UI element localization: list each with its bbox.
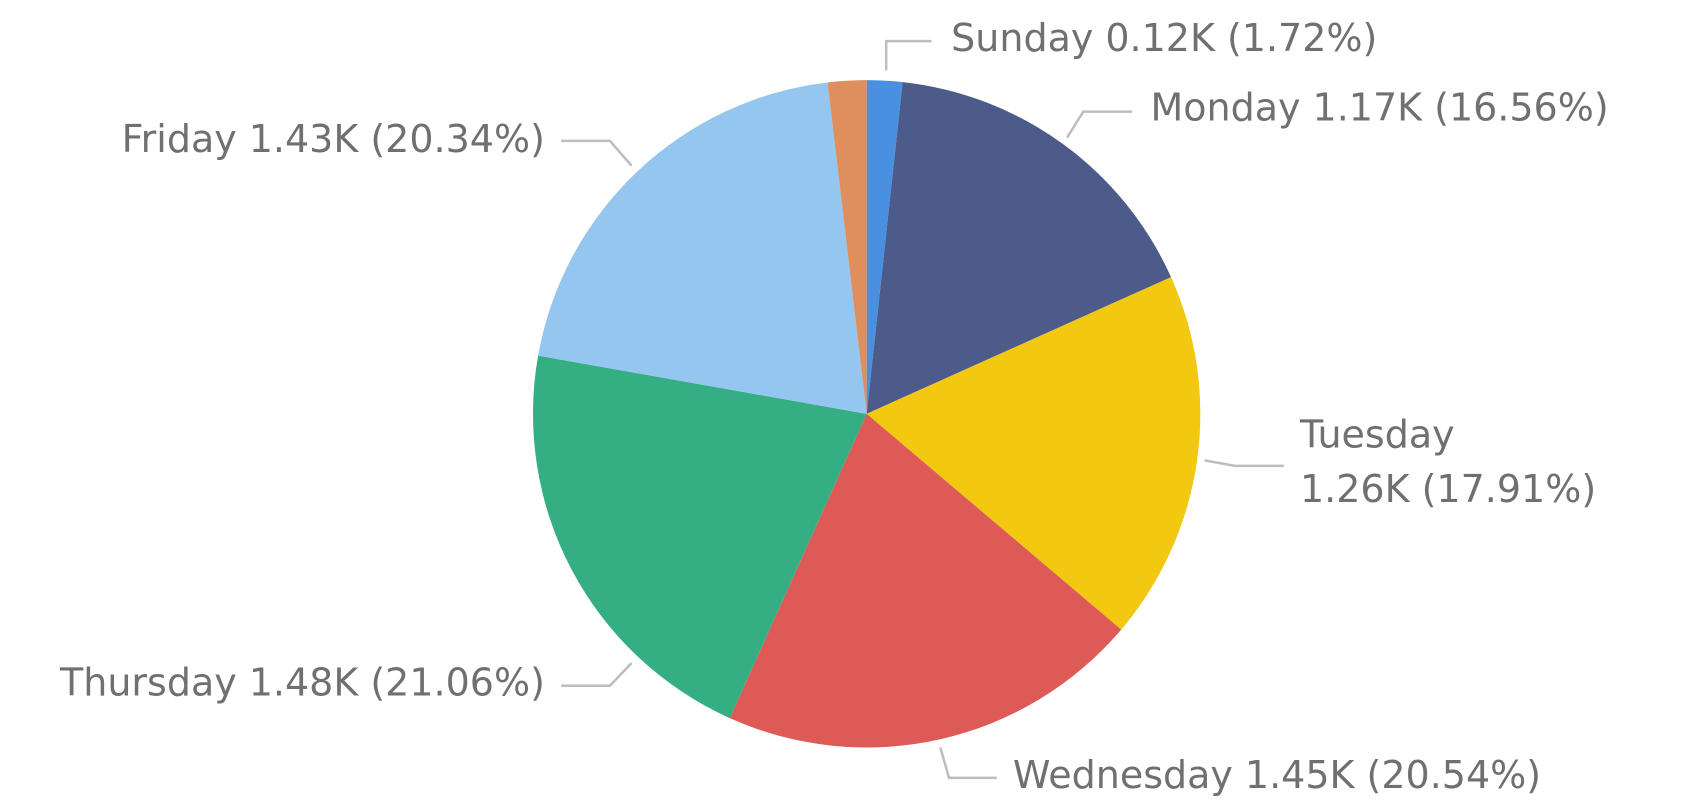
data-label: Wednesday 1.45K (20.54%)	[1013, 752, 1541, 796]
label-name: Friday	[122, 116, 237, 160]
label-name: Wednesday	[1013, 752, 1233, 796]
data-label: Tuesday 1.26K (17.91%)	[1299, 412, 1596, 510]
pie-slice	[538, 82, 867, 414]
label-value: 1.26K (17.91%)	[1300, 466, 1596, 510]
label-name: Monday	[1151, 85, 1301, 129]
pie-slice	[866, 80, 903, 414]
label-value: 1.17K (16.56%)	[1313, 85, 1609, 129]
data-label: Friday 1.43K (20.34%)	[122, 116, 545, 160]
label-name: Tuesday	[1299, 412, 1455, 456]
label-value: 1.45K (20.54%)	[1245, 752, 1541, 796]
leader-line	[884, 39, 932, 71]
label-name: Thursday	[59, 660, 237, 704]
data-label: Monday 1.17K (16.56%)	[1151, 85, 1609, 129]
leader-line	[1066, 110, 1133, 139]
pie-slice	[866, 277, 1201, 630]
label-value: 1.43K (20.34%)	[249, 116, 545, 160]
label-value: 1.48K (21.06%)	[249, 660, 545, 704]
data-label: Thursday 1.48K (21.06%)	[59, 660, 545, 704]
pie-slice	[827, 80, 867, 414]
pie-slice	[533, 355, 867, 719]
leader-line	[561, 662, 633, 687]
leader-line	[939, 747, 997, 780]
leader-line	[561, 139, 633, 167]
pie-slice	[729, 413, 1122, 748]
leader-line	[1204, 459, 1284, 468]
pie-slice	[866, 82, 1172, 414]
label-value: 0.12K (1.72%)	[1105, 16, 1377, 60]
label-name: Sunday	[951, 16, 1093, 60]
data-label: Sunday 0.12K (1.72%)	[951, 16, 1377, 60]
